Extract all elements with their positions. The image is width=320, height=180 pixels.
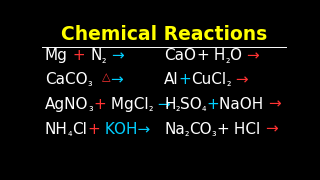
Text: ₄: ₄ — [68, 128, 72, 138]
Text: Cl: Cl — [72, 122, 87, 137]
Text: ₂: ₂ — [175, 103, 180, 113]
Text: →: → — [268, 97, 281, 112]
Text: ₂: ₂ — [225, 55, 230, 65]
Text: ₂: ₂ — [102, 55, 106, 65]
Text: CO: CO — [189, 122, 212, 137]
Text: Al: Al — [164, 72, 179, 87]
Text: +: + — [68, 48, 90, 63]
Text: →: → — [110, 72, 123, 87]
Text: AgNO: AgNO — [45, 97, 88, 112]
Text: MgCl: MgCl — [106, 97, 148, 112]
Text: CaCO: CaCO — [45, 72, 88, 87]
Text: →: → — [231, 72, 249, 87]
Text: CuCl: CuCl — [191, 72, 227, 87]
Text: H: H — [209, 48, 225, 63]
Text: Na: Na — [164, 122, 185, 137]
Text: →: → — [246, 48, 259, 63]
Text: +: + — [196, 48, 209, 63]
Text: ₃: ₃ — [212, 128, 217, 138]
Text: ₂: ₂ — [227, 78, 231, 88]
Text: SO: SO — [180, 97, 202, 112]
Text: ₂: ₂ — [148, 103, 153, 113]
Text: Chemical Reactions: Chemical Reactions — [61, 25, 267, 44]
Text: N: N — [90, 48, 102, 63]
Text: →: → — [265, 122, 278, 137]
Text: O: O — [230, 48, 246, 63]
Text: HCl: HCl — [229, 122, 265, 137]
Text: +: + — [93, 97, 106, 112]
Text: +: + — [87, 122, 100, 137]
Text: +: + — [217, 122, 229, 137]
Text: ₃: ₃ — [88, 78, 92, 88]
Text: ₃: ₃ — [88, 103, 93, 113]
Text: +: + — [206, 97, 219, 112]
Text: NaOH: NaOH — [219, 97, 268, 112]
Text: +: + — [179, 72, 191, 87]
Text: KOH→: KOH→ — [100, 122, 150, 137]
Text: H: H — [164, 97, 175, 112]
Text: →: → — [111, 48, 124, 63]
Text: →: → — [153, 97, 171, 112]
Text: Mg: Mg — [45, 48, 68, 63]
Text: NH: NH — [45, 122, 68, 137]
Text: ₄: ₄ — [202, 103, 206, 113]
Text: CaO: CaO — [164, 48, 196, 63]
Text: △: △ — [102, 73, 110, 83]
Text: ₂: ₂ — [185, 128, 189, 138]
